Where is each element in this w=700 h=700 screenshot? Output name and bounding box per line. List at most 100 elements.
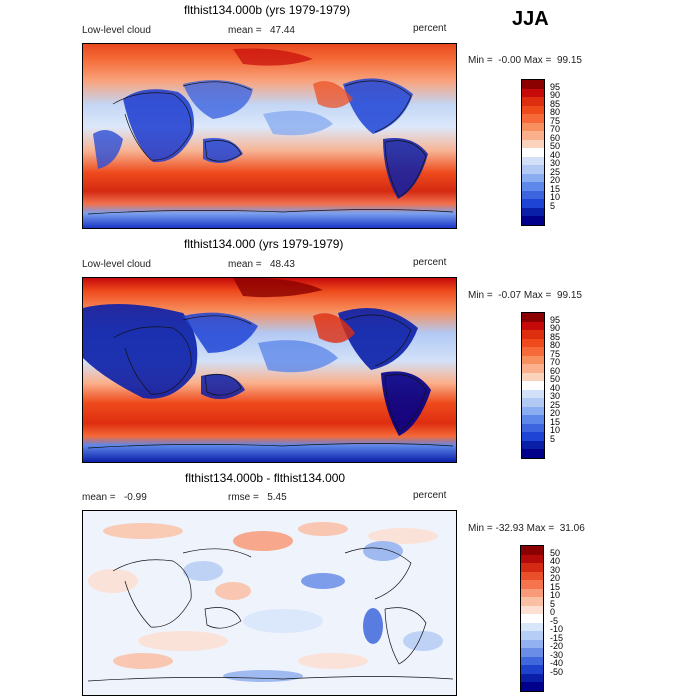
colorbar-segment	[521, 639, 543, 649]
panel2-colorbar-ticks: 95 90 85 80 75 70 60 50 40 30 25 20 15 10 5	[550, 312, 580, 457]
colorbar-tick-label: 5	[550, 200, 556, 211]
panel2-mean-value: 48.43	[269, 259, 295, 270]
colorbar-segment	[521, 571, 543, 581]
colorbar-tick-label: 70	[550, 124, 561, 135]
colorbar-segment	[521, 563, 543, 572]
colorbar-segment	[522, 165, 544, 174]
colorbar-segment	[522, 313, 544, 322]
colorbar-tick-label: 80	[550, 107, 561, 118]
panel2-units: percent	[413, 257, 447, 268]
colorbar-tick-label: 50	[550, 141, 561, 152]
colorbar-tick-label: 20	[550, 573, 561, 584]
panel3-colorbar-ticks: 50 40 30 20 15 10 5 0 -5 -10 -15 -20 -30 -40 -50	[550, 545, 580, 690]
colorbar-segment	[522, 415, 544, 424]
panel2-minmax: Min = -0.07 Max = 99.15	[468, 290, 582, 301]
panel3-mean-value: -0.99	[123, 492, 147, 503]
colorbar-tick-label: 15	[550, 416, 561, 427]
colorbar-tick-label: 15	[550, 183, 561, 194]
colorbar-segment	[521, 546, 543, 555]
colorbar-segment	[521, 622, 543, 632]
colorbar-tick-label: -5	[550, 615, 559, 626]
colorbar-segment	[522, 389, 544, 399]
colorbar-segment	[522, 156, 544, 166]
colorbar-tick-label: 60	[550, 365, 561, 376]
colorbar-segment	[521, 597, 543, 606]
colorbar-tick-label: -10	[550, 624, 564, 635]
panel1-colorbar	[521, 79, 545, 226]
panel3-mean-label: mean	[82, 492, 108, 503]
panel1-mean: mean = 47.44	[228, 25, 295, 36]
colorbar-tick-label: -15	[550, 632, 564, 643]
colorbar-tick-label: -50	[550, 666, 564, 677]
colorbar-segment	[522, 80, 544, 89]
colorbar-tick-label: 40	[550, 382, 561, 393]
colorbar-tick-label: 75	[550, 348, 561, 359]
panel1-colorbar-ticks: 95 90 85 80 75 70 60 50 40 30 25 20 15 10 5	[550, 79, 580, 224]
colorbar-segment	[522, 440, 544, 450]
colorbar-tick-label: 95	[550, 81, 561, 92]
colorbar-segment	[522, 338, 544, 348]
colorbar-segment	[521, 682, 543, 691]
season-label: JJA	[512, 8, 549, 30]
colorbar-tick-label: 20	[550, 175, 561, 186]
colorbar-tick-label: -40	[550, 658, 564, 669]
colorbar-segment	[521, 673, 543, 683]
colorbar-segment	[521, 648, 543, 657]
colorbar-segment	[522, 449, 544, 458]
colorbar-tick-label: 5	[550, 433, 556, 444]
colorbar-segment	[521, 580, 543, 589]
panel2-min: -0.07	[498, 290, 522, 301]
colorbar-tick-label: 10	[550, 590, 561, 601]
panel1-title: flthist134.000b (yrs 1979-1979)	[184, 3, 351, 17]
colorbar-segment	[522, 347, 544, 356]
panel3-mean: mean = -0.99	[82, 492, 147, 503]
colorbar-tick-label: 10	[550, 192, 561, 203]
colorbar-tick-label: 25	[550, 166, 561, 177]
colorbar-segment	[522, 330, 544, 339]
colorbar-tick-label: 15	[550, 581, 561, 592]
colorbar-segment	[522, 398, 544, 407]
colorbar-segment	[521, 665, 543, 674]
colorbar-segment	[522, 199, 544, 208]
panel1-units: percent	[413, 23, 447, 34]
colorbar-segment	[521, 605, 543, 615]
colorbar-tick-label: 0	[550, 607, 556, 618]
panel3-max: 31.06	[559, 523, 585, 534]
colorbar-segment	[522, 190, 544, 200]
colorbar-segment	[521, 614, 543, 623]
panel3-units: percent	[413, 490, 447, 501]
panel1-variable: Low-level cloud	[82, 25, 151, 36]
colorbar-tick-label: 70	[550, 357, 561, 368]
panel1-map	[82, 43, 457, 229]
colorbar-segment	[522, 423, 544, 433]
colorbar-tick-label: 20	[550, 408, 561, 419]
colorbar-tick-label: 50	[550, 547, 561, 558]
colorbar-segment	[521, 656, 543, 666]
colorbar-tick-label: 40	[550, 556, 561, 567]
colorbar-segment	[522, 381, 544, 390]
colorbar-segment	[522, 114, 544, 123]
panel3-rmse: rmse = 5.45	[228, 492, 287, 503]
panel2-colorbar	[521, 312, 545, 459]
colorbar-segment	[522, 131, 544, 140]
colorbar-tick-label: 30	[550, 564, 561, 575]
colorbar-tick-label: -30	[550, 649, 564, 660]
colorbar-segment	[522, 97, 544, 106]
colorbar-segment	[522, 207, 544, 217]
colorbar-tick-label: 10	[550, 425, 561, 436]
colorbar-tick-label: -20	[550, 641, 564, 652]
panel3-minmax: Min = -32.93 Max = 31.06	[468, 523, 585, 534]
colorbar-segment	[522, 355, 544, 365]
panel1-min: -0.00	[498, 55, 522, 66]
colorbar-segment	[522, 148, 544, 157]
colorbar-tick-label: 85	[550, 98, 561, 109]
colorbar-tick-label: 60	[550, 132, 561, 143]
colorbar-segment	[522, 216, 544, 225]
colorbar-segment	[522, 406, 544, 416]
panel3-colorbar	[520, 545, 544, 692]
colorbar-tick-label: 85	[550, 331, 561, 342]
colorbar-segment	[521, 588, 543, 598]
colorbar-segment	[522, 122, 544, 132]
colorbar-segment	[522, 139, 544, 149]
panel1-mean-label: mean	[228, 25, 254, 36]
